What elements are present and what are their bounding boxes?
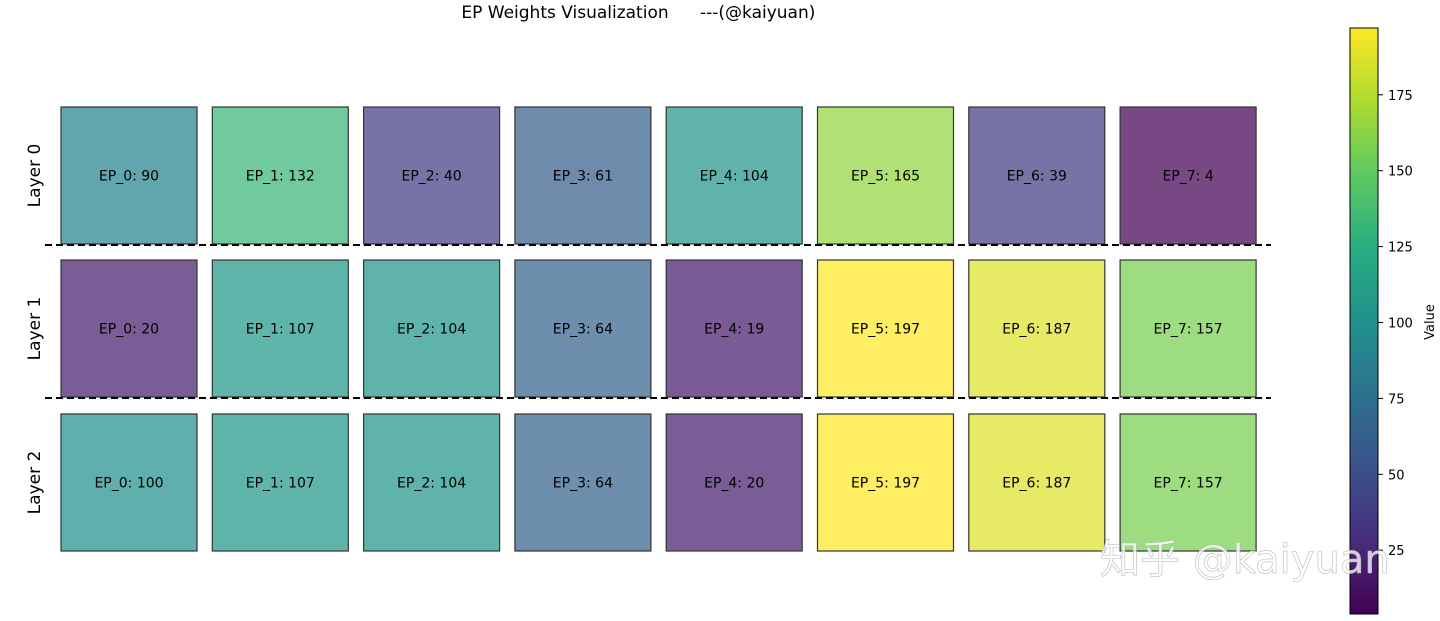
cell-value-label: EP_5: 197 (851, 322, 920, 338)
heatmap-cell-layer0-ep4 (665, 106, 803, 245)
heatmap-cell-layer2-ep4 (665, 413, 803, 552)
chart-title-suffix: ---(@kaiyuan) (700, 3, 815, 23)
heatmap-cell-layer0-ep5 (816, 106, 955, 245)
cell-value-label: EP_1: 107 (246, 476, 315, 492)
cell-value-label: EP_5: 165 (851, 169, 920, 185)
colorbar-tick-label: 50 (1388, 468, 1405, 483)
cell-value-label: EP_4: 20 (704, 476, 764, 492)
colorbar: 25 50 75 100 125 150 175 Value (1349, 27, 1438, 615)
colorbar-gradient (1349, 27, 1379, 615)
heatmap-cell-layer0-ep2 (363, 106, 501, 245)
heatmap-cell-layer2-ep0 (60, 413, 198, 552)
heatmap-cell-layer1-ep1 (211, 259, 349, 398)
colorbar-ticks: 25 50 75 100 125 150 175 (1378, 89, 1413, 559)
cell-value-label: EP_6: 187 (1002, 322, 1071, 338)
row-label-layer-2: Layer 2 (25, 451, 45, 515)
row-labels: Layer 0 Layer 1 Layer 2 (25, 144, 45, 515)
cell-value-label: EP_7: 157 (1154, 322, 1223, 338)
heatmap-cell-layer0-ep3 (514, 106, 652, 245)
row-separators (45, 244, 1271, 399)
cell-value-label: EP_3: 64 (553, 322, 613, 338)
cell-value-label: EP_2: 104 (397, 476, 466, 492)
watermark-text: 知乎 @kaiyuan (1100, 537, 1390, 583)
heatmap-cell-layer1-ep7 (1119, 259, 1257, 398)
colorbar-tick-label: 175 (1388, 89, 1413, 104)
cell-value-label: EP_7: 4 (1162, 169, 1213, 185)
cell-value-label: EP_0: 100 (94, 476, 163, 492)
cell-value-label: EP_6: 187 (1002, 476, 1071, 492)
heatmap-cell-layer2-ep6 (968, 413, 1106, 552)
row-label-layer-1: Layer 1 (25, 297, 45, 361)
colorbar-tick-label: 25 (1388, 544, 1405, 559)
colorbar-tick-label: 100 (1388, 317, 1413, 332)
cell-value-label: EP_6: 39 (1007, 169, 1067, 185)
colorbar-tick-label: 150 (1388, 165, 1413, 180)
heatmap-cell-layer2-ep5 (816, 413, 955, 552)
cell-value-label: EP_2: 40 (402, 169, 462, 185)
heatmap-cell-layer1-ep5 (816, 259, 955, 398)
chart-title: EP Weights Visualization ---(@kaiyuan) (461, 3, 815, 23)
heatmap-cell-layer0-ep1 (211, 106, 349, 245)
colorbar-label: Value (1423, 304, 1438, 340)
cell-value-label: EP_0: 90 (99, 169, 159, 185)
chart-title-text: EP Weights Visualization (461, 3, 668, 23)
heatmap-cell-layer1-ep3 (514, 259, 652, 398)
cell-value-label: EP_0: 20 (99, 322, 159, 338)
heatmap-cell-layer1-ep6 (968, 259, 1106, 398)
cell-value-label: EP_3: 64 (553, 476, 613, 492)
cell-value-label: EP_2: 104 (397, 322, 466, 338)
colorbar-tick-label: 125 (1388, 241, 1413, 256)
heatmap-cell-layer0-ep0 (60, 106, 198, 245)
heatmap-grid: EP_0: 90 EP_1: 132 EP_2: 40 EP_3: 61 EP_4: 1… (60, 106, 1257, 552)
cell-value-label: EP_4: 19 (704, 322, 764, 338)
heatmap-cell-layer1-ep2 (363, 259, 501, 398)
cell-value-label: EP_1: 132 (246, 169, 315, 185)
heatmap-cell-layer2-ep2 (363, 413, 501, 552)
row-label-layer-0: Layer 0 (25, 144, 45, 208)
cell-value-label: EP_4: 104 (700, 169, 769, 185)
cell-value-label: EP_1: 107 (246, 322, 315, 338)
heatmap-cell-layer2-ep1 (211, 413, 349, 552)
heatmap-cell-layer0-ep7 (1119, 106, 1257, 245)
colorbar-tick-label: 75 (1388, 392, 1405, 407)
cell-value-label: EP_3: 61 (553, 169, 613, 185)
heatmap-cell-layer2-ep3 (514, 413, 652, 552)
heatmap-cell-layer2-ep7 (1119, 413, 1257, 552)
cell-value-label: EP_5: 197 (851, 476, 920, 492)
heatmap-cell-layer1-ep4 (665, 259, 803, 398)
cell-value-label: EP_7: 157 (1154, 476, 1223, 492)
